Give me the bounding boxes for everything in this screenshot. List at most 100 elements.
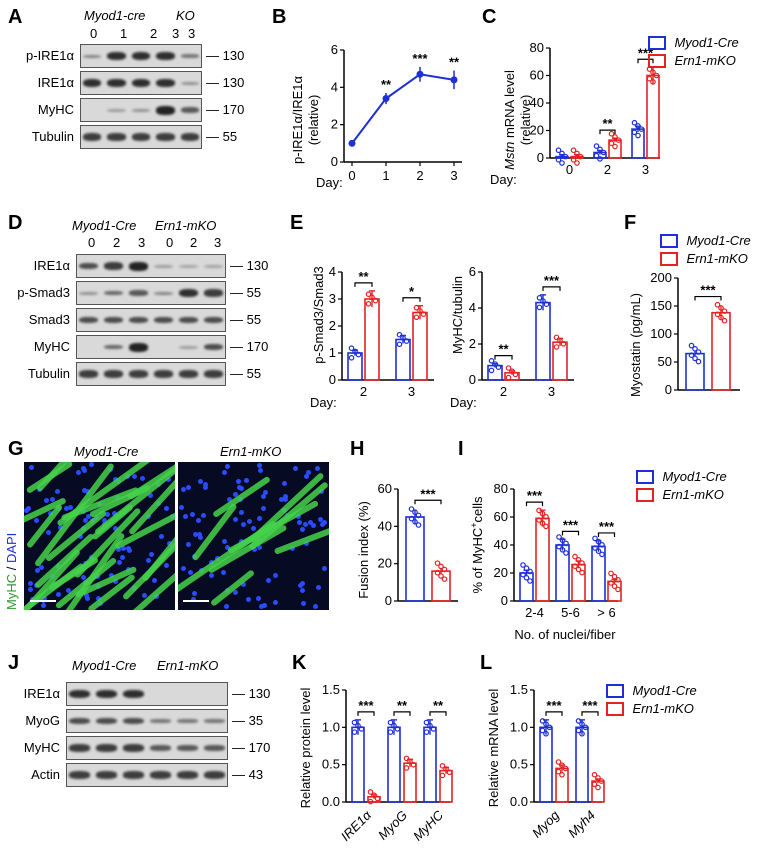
legend-l-label-cre: Myod1-Cre (632, 683, 697, 698)
panel-i-0-1-point-4 (559, 547, 566, 553)
micrograph-2-nucleus (244, 478, 250, 484)
panel-h-bar-1 (431, 570, 451, 602)
panel-c-0-0-point-1 (559, 150, 565, 157)
panel-j-band-2-4 (177, 745, 198, 751)
panel-f-0-point-2 (695, 349, 702, 355)
panel-a-band-3-3 (156, 133, 175, 141)
panel-i-1-0-point-0 (536, 507, 542, 514)
panel-f-ylabel: Myostatin (pg/mL) (628, 293, 643, 397)
panel-j-group1: Myod1-Cre (72, 658, 137, 673)
panel-i-bar-ern1-mko-0 (535, 517, 550, 602)
micrograph-2-nucleus (314, 466, 320, 472)
panel-j-band-0-1 (96, 689, 117, 699)
panel-d-group2: Ern1-mKO (155, 218, 217, 233)
micrograph-1-nucleus (84, 596, 90, 602)
panel-e-right-0-1-point-2 (543, 301, 550, 308)
panel-j-band-1-5 (204, 719, 225, 723)
panel-j-band-3-2 (123, 771, 144, 779)
micrograph-1-nucleus (75, 470, 81, 476)
panel-e-right-1-0-point-3 (505, 374, 512, 381)
panel-e-left-ytick-label-0: 0 (329, 372, 336, 387)
legend-mid-ko: Ern1-mKO (660, 250, 751, 268)
panel-c-0-2-point-4 (635, 132, 641, 139)
panel-g-letter: G (8, 438, 24, 460)
micrograph-2-nucleus (300, 587, 306, 593)
panel-d-lane-1: 2 (113, 235, 121, 250)
panel-b-ylabel-2: (relative) (306, 95, 321, 146)
panel-c-1-2-point-3 (646, 75, 653, 82)
legend-top-ko: Ern1-mKO (648, 52, 739, 70)
panel-a-band-0-2 (131, 51, 151, 61)
panel-e-left-0-sig: ** (358, 269, 369, 284)
panel-e-left-bar-ern1-mko-1 (412, 311, 428, 381)
legend-l-label-ko: Ern1-mKO (632, 701, 694, 716)
panel-h-bracket (414, 499, 442, 505)
micrograph-1-nucleus (116, 547, 122, 553)
micrograph-1-nucleus (102, 517, 108, 523)
panel-d-mw-0: — 130 (230, 258, 269, 273)
panel-c-cat-1: 2 (604, 162, 611, 177)
panel-c-ylabel: Mstn mRNA level (502, 70, 517, 170)
panel-i-0-1-point-5 (563, 550, 569, 556)
panel-b-sig-3: ** (449, 55, 460, 70)
micrograph-2-nucleus (183, 514, 189, 520)
panel-e-left-cat-0: 2 (360, 384, 367, 399)
panel-b-ytick-label-1: 2 (331, 117, 338, 132)
panel-a-lane-1: 0 (90, 26, 98, 41)
panel-a-band-0-1 (107, 51, 126, 61)
panel-k-0-1-point-2 (394, 726, 401, 732)
panel-e-right-0-sig: ** (498, 342, 509, 357)
panel-f-chart: Myostatin (pg/mL) 0 50 100 150 200 *** (628, 270, 740, 397)
panel-e-left-ytick-label-2: 2 (329, 318, 336, 333)
panel-b-xtick-label-2: 2 (416, 168, 423, 183)
panel-i-1-0-point-4 (539, 520, 546, 527)
panel-i-ytick-label-1: 20 (494, 565, 508, 580)
panel-a-band-1-2 (131, 78, 151, 88)
micrograph-2-nucleus (186, 541, 192, 547)
micrograph-2-nucleus (317, 517, 323, 523)
panel-e-right-cat-0: 2 (500, 384, 507, 399)
panel-d-band-0-0 (79, 262, 98, 270)
legend-l-cre: Myod1-Cre (606, 682, 697, 700)
panel-d-lane-5: 3 (214, 235, 222, 250)
panel-e-left-1-1-point-0 (413, 304, 420, 311)
panel-c-1-0-point-1 (574, 150, 580, 157)
micrograph-2-nucleus (310, 523, 316, 529)
panel-i-0-0-point-5 (527, 578, 533, 584)
panel-l-0-bracket (545, 711, 563, 716)
panel-e-left-1-sig: * (409, 284, 415, 299)
legend-mid-swatch-ko (660, 251, 678, 266)
micrograph-2-nucleus (224, 604, 230, 610)
panel-c-1-1-point-4 (612, 143, 618, 150)
panel-g-title2: Ern1-mKO (220, 444, 282, 459)
panel-e-right-1-1-point-1 (557, 337, 563, 344)
panel-f-ytick-label-1: 50 (658, 354, 672, 369)
micrograph-1-nucleus (116, 560, 122, 566)
micrograph-1-nucleus (43, 498, 49, 504)
panel-i-0-0-point-2 (527, 568, 533, 575)
panel-i-letter: I (458, 438, 464, 460)
panel-e-left-1-1-point-1 (417, 308, 423, 314)
micrograph-2-nucleus (222, 538, 228, 544)
panel-c-cat-2: 3 (642, 162, 649, 177)
micrograph-2-nucleus (307, 520, 313, 526)
scale-bar-1 (30, 600, 56, 602)
micrograph-2-nucleus (251, 546, 257, 552)
panel-f-1-point-5 (721, 317, 728, 324)
panel-b-point-1 (382, 95, 390, 103)
panel-d-band-2-3 (154, 316, 173, 324)
panel-f-ytick-label-2: 100 (650, 326, 672, 341)
panel-d-band-1-2 (129, 290, 148, 296)
panel-k-chart: Relative protein level 0.0 0.5 1.0 1.5 *** IR… (298, 682, 453, 844)
panel-e-left-0-1-point-1 (400, 335, 406, 341)
panel-l-0-0-point-1 (543, 721, 549, 727)
panel-j-letter: J (8, 652, 20, 674)
legend-l-swatch-ko (606, 701, 624, 716)
panel-e-xprefix-right: Day: (450, 395, 477, 410)
panel-j-band-2-1 (96, 744, 117, 752)
micrograph-1-nucleus (152, 577, 158, 583)
micrograph-1-nucleus (121, 546, 127, 552)
panel-h-bar-0 (405, 516, 425, 602)
panel-j-row-1 (66, 709, 228, 733)
panel-d-band-3-4 (179, 345, 198, 349)
